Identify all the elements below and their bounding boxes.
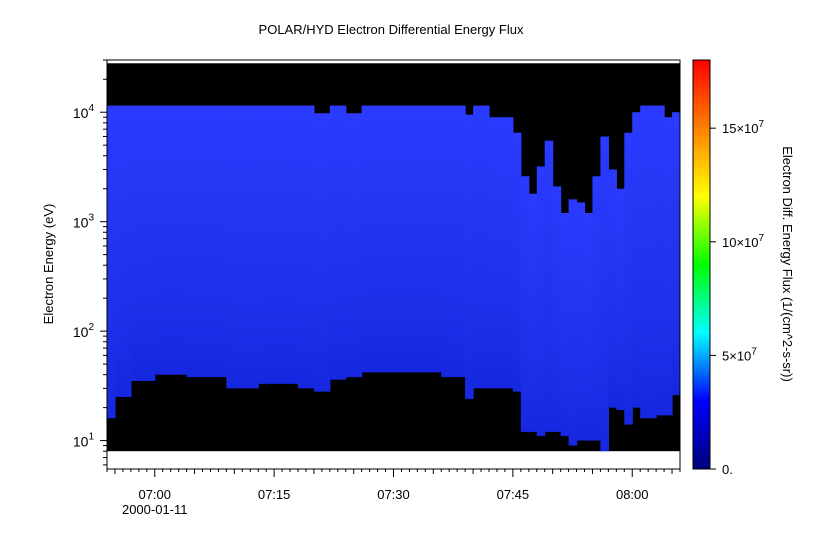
flux-segment [114,105,132,398]
flux-segment [401,105,442,373]
flux-segment [489,117,514,389]
y-axis-label: Electron Energy (eV) [41,204,56,325]
colorbar-tick-label: 0. [722,462,733,477]
flux-segment [361,105,403,373]
flux-segment [520,176,530,432]
colorbar-tick-label: 5×107 [722,346,757,363]
flux-segment [130,105,156,382]
flux-segment [298,105,315,389]
plot-data [107,63,680,452]
flux-segment [345,113,363,378]
flux-segment [592,176,602,441]
flux-segment [329,105,347,380]
flux-segment [616,188,625,411]
flux-segment [640,105,657,419]
flux-segment [536,166,546,437]
flux-segment [107,105,116,419]
flux-segment [624,132,633,425]
flux-segment [528,193,538,432]
x-tick-label: 07:15 [258,487,291,502]
x-tick-label: 07:30 [377,487,410,502]
x-tick-label: 07:00 [138,487,171,502]
flux-segment [608,169,617,408]
flux-segment [544,140,554,432]
flux-segment [568,199,578,446]
colorbar-label: Electron Diff. Energy Flux (1/(cm^2-s-sr… [780,146,795,382]
y-axis: 101 102 103 104 [73,59,107,466]
flux-segment [632,112,641,408]
chart-title: POLAR/HYD Electron Differential Energy F… [259,22,524,37]
x-date-label: 2000-01-11 [122,502,188,517]
colorbar-axis: 0. 5×107 10×107 15×107 [710,119,765,477]
flux-segment [186,105,227,378]
y-tick-label: 104 [73,103,95,121]
x-tick-label: 08:00 [616,487,649,502]
flux-segment [473,105,490,389]
y-tick-label: 102 [73,322,95,340]
flux-segment [672,112,680,396]
flux-segment [552,186,562,432]
flux-segment [584,213,594,441]
flux-segment [258,105,299,384]
flux-segment [512,132,522,392]
flux-segment [560,213,570,437]
flux-segment [465,114,474,399]
flux-segment [441,105,466,378]
flux-segment [576,202,586,441]
flux-segment [656,105,665,416]
x-tick-label: 07:45 [497,487,530,502]
flux-segment [600,136,609,452]
flux-segment [226,105,259,389]
colorbar-tick-label: 10×107 [722,233,765,250]
flux-segment [154,105,188,375]
flux-segment [664,117,673,416]
flux-segment [313,113,331,392]
colorbar [692,59,711,470]
y-tick-label: 101 [73,432,95,450]
colorbar-tick-label: 15×107 [722,119,765,136]
y-tick-label: 103 [73,213,95,231]
